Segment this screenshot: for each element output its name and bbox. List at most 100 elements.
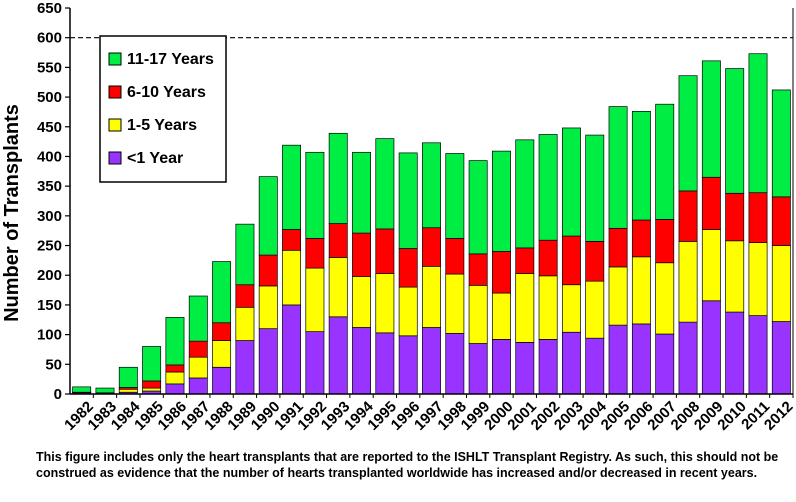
bar-1982-series-3 xyxy=(72,386,92,393)
bar-1993-series-0 xyxy=(328,316,348,395)
bar-1997-series-3 xyxy=(422,142,441,229)
bar-2008-series-2 xyxy=(678,190,698,242)
bar-2005-series-2 xyxy=(608,227,628,268)
bar-1985-series-3 xyxy=(142,346,162,382)
bar-1999-series-3 xyxy=(468,160,488,255)
bar-2010-series-2 xyxy=(725,192,745,242)
bar-1986-series-2 xyxy=(165,364,185,373)
y-tick-label: 550 xyxy=(37,59,62,76)
bar-2002-series-2 xyxy=(538,239,558,277)
bar-1996-series-3 xyxy=(398,152,418,249)
bar-1987-series-2 xyxy=(188,340,208,358)
bar-1997-series-1 xyxy=(422,265,441,328)
bar-1994-series-3 xyxy=(352,151,371,234)
bar-1988-series-1 xyxy=(212,340,232,368)
bar-2000-series-2 xyxy=(492,251,511,294)
legend-label: 11-17 Years xyxy=(127,51,214,68)
bar-2007-series-3 xyxy=(655,103,675,220)
bar-2005-series-3 xyxy=(608,106,628,229)
y-tick-label: 400 xyxy=(37,148,62,165)
bar-2009-series-1 xyxy=(701,229,721,302)
bar-1992-series-1 xyxy=(305,267,325,332)
bar-1991-series-3 xyxy=(282,144,302,230)
bar-2006-series-1 xyxy=(631,256,651,325)
bar-2003-series-3 xyxy=(561,127,581,237)
bar-1992-series-0 xyxy=(305,331,325,395)
bar-2009-series-0 xyxy=(701,300,721,395)
bar-1998-series-2 xyxy=(445,238,465,275)
bar-1996-series-0 xyxy=(398,335,418,395)
bar-1988-series-0 xyxy=(212,366,232,395)
stacked-bar-chart: Number of Transplants 0 50 100 150 200 250 300… xyxy=(1,0,796,434)
bar-2012-series-2 xyxy=(771,196,791,246)
bar-2010-series-1 xyxy=(725,240,745,313)
bar-2006-series-0 xyxy=(631,323,651,395)
bar-2005-series-1 xyxy=(608,266,628,326)
y-tick-label: 250 xyxy=(37,238,62,255)
y-tick-label: 650 xyxy=(37,0,62,17)
legend-swatch xyxy=(108,118,122,132)
bar-1993-series-1 xyxy=(328,257,348,318)
y-axis-label: Number of Transplants xyxy=(1,104,23,322)
y-tick-label: 350 xyxy=(37,178,62,195)
bar-1985-series-2 xyxy=(142,380,162,389)
legend-swatch xyxy=(108,52,122,66)
bar-2011-series-2 xyxy=(748,192,768,243)
footnote: This figure includes only the heart tran… xyxy=(36,450,779,480)
bar-2001-series-0 xyxy=(515,341,535,395)
bar-2007-series-2 xyxy=(655,219,675,264)
bar-2004-series-2 xyxy=(585,241,605,282)
bar-2008-series-3 xyxy=(678,75,698,192)
bar-1993-series-2 xyxy=(328,223,348,258)
y-tick-label: 500 xyxy=(37,89,62,106)
bar-1997-series-0 xyxy=(422,327,441,395)
bar-1992-series-3 xyxy=(305,151,325,239)
bar-1998-series-0 xyxy=(445,333,465,395)
bar-2000-series-1 xyxy=(492,292,511,340)
bar-2012-series-3 xyxy=(771,89,791,198)
bar-2001-series-3 xyxy=(515,139,535,249)
bar-1989-series-2 xyxy=(235,284,255,308)
bar-2011-series-1 xyxy=(748,242,768,316)
bar-2007-series-0 xyxy=(655,333,675,395)
bar-2011-series-0 xyxy=(748,315,768,395)
bar-1993-series-3 xyxy=(328,132,348,224)
legend-swatch xyxy=(108,85,122,99)
bar-2012-series-1 xyxy=(771,245,791,322)
bar-2006-series-3 xyxy=(631,110,651,221)
legend-label: 1-5 Years xyxy=(127,117,197,134)
bar-1986-series-0 xyxy=(165,383,185,395)
bar-1992-series-2 xyxy=(305,238,325,269)
bar-2012-series-0 xyxy=(771,321,791,395)
y-tick-label: 50 xyxy=(45,356,62,373)
bar-2010-series-0 xyxy=(725,311,745,395)
y-tick-label: 300 xyxy=(37,208,62,225)
bar-2004-series-1 xyxy=(585,280,605,339)
bar-2002-series-1 xyxy=(538,275,558,340)
bar-2004-series-0 xyxy=(585,337,605,395)
bar-1987-series-3 xyxy=(188,295,208,342)
bar-1998-series-1 xyxy=(445,273,465,334)
y-tick-label: 0 xyxy=(54,386,62,403)
bar-2005-series-0 xyxy=(608,324,628,395)
bar-1991-series-1 xyxy=(282,249,302,306)
bar-2003-series-1 xyxy=(561,284,581,333)
bar-2002-series-3 xyxy=(538,134,558,241)
bar-1989-series-0 xyxy=(235,340,255,395)
bar-1989-series-3 xyxy=(235,223,255,286)
bar-1984-series-3 xyxy=(118,366,138,388)
bar-2009-series-3 xyxy=(701,60,721,178)
bar-1988-series-2 xyxy=(212,322,232,341)
bar-1990-series-1 xyxy=(258,285,278,330)
bar-1999-series-1 xyxy=(468,284,488,344)
bar-1986-series-1 xyxy=(165,371,185,385)
y-tick-label: 450 xyxy=(37,119,62,136)
bar-1990-series-2 xyxy=(258,254,278,287)
bar-1994-series-0 xyxy=(352,327,371,395)
bar-1998-series-3 xyxy=(445,153,465,239)
bar-1984-series-1 xyxy=(118,388,138,393)
y-tick-label: 150 xyxy=(37,297,62,314)
bar-1987-series-1 xyxy=(188,356,208,379)
bar-1995-series-3 xyxy=(375,138,395,230)
legend-label: 6-10 Years xyxy=(127,84,206,101)
